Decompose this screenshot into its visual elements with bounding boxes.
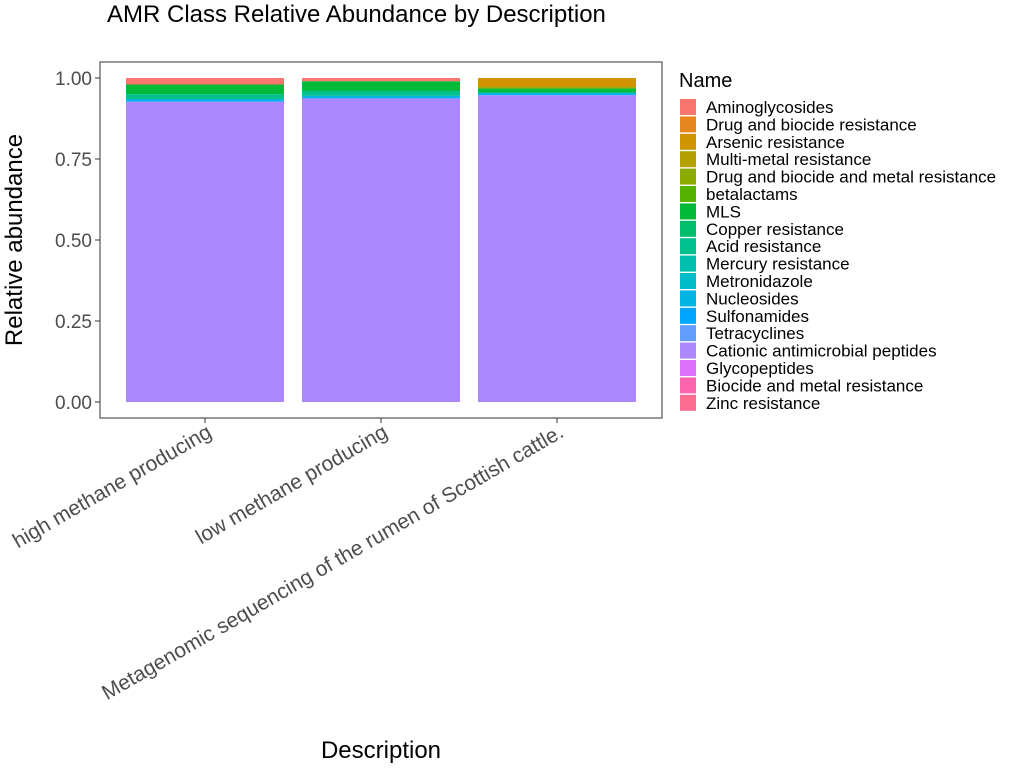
legend-label: MLS (706, 202, 741, 221)
bar-segment (302, 78, 460, 82)
bar-segment (126, 101, 284, 402)
legend-swatch (680, 238, 696, 255)
legend-label: Aminoglycosides (706, 98, 834, 117)
legend-swatch (680, 273, 696, 289)
legend-label: Cationic antimicrobial peptides (706, 342, 937, 361)
legend-label: Arsenic resistance (706, 133, 845, 152)
x-tick-label: low methane producing (192, 420, 392, 548)
bar-segment (478, 92, 636, 96)
bar-segment (126, 78, 284, 85)
y-axis: 0.00 0.25 0.50 0.75 1.00 (55, 69, 100, 414)
bar-segment (302, 90, 460, 96)
legend-title: Name (679, 70, 732, 92)
legend-swatch (680, 116, 696, 133)
legend-swatch (680, 203, 696, 220)
legend-swatch (680, 307, 696, 324)
x-axis-title: Description (321, 737, 441, 764)
bar-segment (126, 99, 284, 102)
bar-segment (126, 94, 284, 100)
legend-swatch (680, 377, 696, 394)
chart-title: AMR Class Relative Abundance by Descript… (107, 1, 606, 28)
bar-segment (478, 78, 636, 88)
y-tick-label: 0.00 (55, 393, 92, 414)
legend-label: Biocide and metal resistance (706, 376, 923, 395)
legend-swatch (680, 394, 696, 411)
legend-swatch (680, 220, 696, 237)
legend-swatch (680, 342, 696, 359)
legend-label: betalactams (706, 185, 798, 204)
legend-label: Zinc resistance (706, 394, 820, 413)
y-tick-label: 1.00 (55, 69, 92, 90)
bar-segment (478, 87, 636, 89)
legend-label: Tetracyclines (706, 324, 804, 343)
bars-layer (126, 78, 636, 403)
bar-segment (126, 84, 284, 95)
legend-label: Mercury resistance (706, 255, 850, 274)
legend-swatch (680, 360, 696, 376)
legend-label: Sulfonamides (706, 307, 809, 326)
legend-label: Copper resistance (706, 220, 844, 239)
legend-swatch (680, 255, 696, 272)
legend-swatch (680, 133, 696, 150)
y-axis-title: Relative abundance (1, 134, 28, 346)
legend-swatch (680, 151, 696, 168)
legend-label: Glycopeptides (706, 359, 814, 378)
legend-swatch (680, 290, 696, 307)
bar-segment (478, 95, 636, 402)
legend-label: Metronidazole (706, 272, 813, 291)
bar-segment (302, 95, 460, 99)
bar-segment (478, 88, 636, 93)
x-tick-label: high methane producing (9, 420, 216, 553)
legend-swatch (680, 168, 696, 185)
legend-label: Nucleosides (706, 289, 799, 308)
legend-label: Multi-metal resistance (706, 150, 871, 169)
legend-label: Drug and biocide resistance (706, 115, 917, 134)
legend-swatch (680, 186, 696, 202)
y-tick-label: 0.50 (55, 231, 92, 252)
legend-swatch (680, 325, 696, 342)
bar-segment (302, 98, 460, 403)
bar-segment (302, 81, 460, 91)
legend-label: Acid resistance (706, 237, 821, 256)
y-tick-label: 0.25 (55, 312, 92, 333)
legend-swatch (680, 99, 696, 115)
legend-label: Drug and biocide and metal resistance (706, 168, 996, 187)
y-tick-label: 0.75 (55, 150, 92, 171)
